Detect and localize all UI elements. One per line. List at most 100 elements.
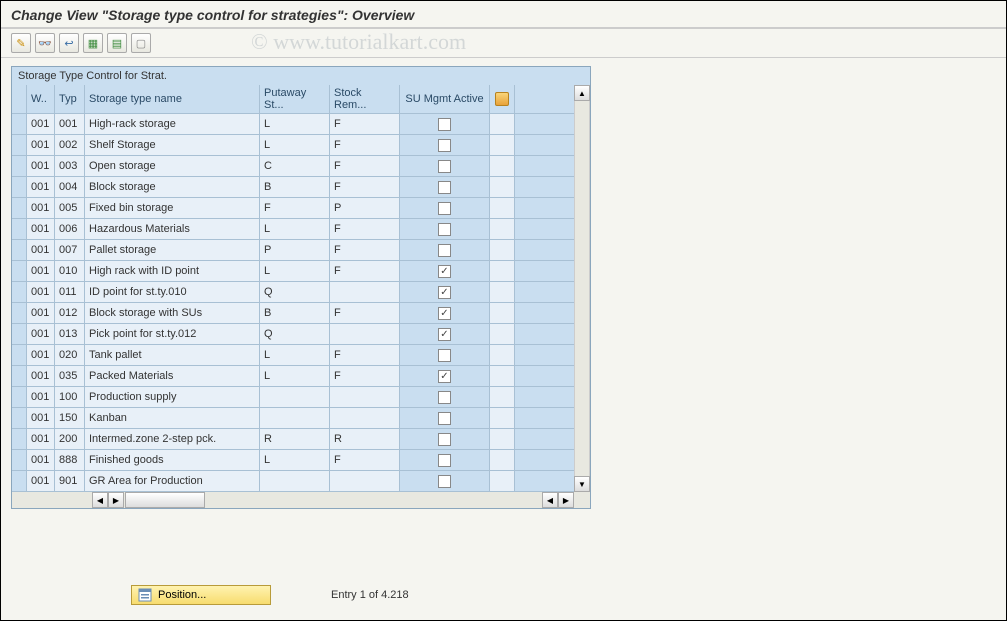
cell-type[interactable]: 001	[55, 114, 85, 134]
cell-putaway[interactable]: B	[260, 177, 330, 197]
table-row[interactable]: 001020Tank palletLF	[12, 345, 574, 366]
cell-type[interactable]: 011	[55, 282, 85, 302]
table-row[interactable]: 001004Block storageBF	[12, 177, 574, 198]
scroll-right-inner-icon[interactable]: ▶	[108, 492, 124, 508]
cell-removal[interactable]	[330, 471, 400, 491]
table-row[interactable]: 001013Pick point for st.ty.012Q	[12, 324, 574, 345]
cell-type[interactable]: 006	[55, 219, 85, 239]
cell-removal[interactable]	[330, 324, 400, 344]
col-configure[interactable]	[490, 85, 515, 113]
cell-putaway[interactable]	[260, 471, 330, 491]
cell-name[interactable]: Pallet storage	[85, 240, 260, 260]
checkbox-icon[interactable]	[438, 202, 451, 215]
cell-removal[interactable]: F	[330, 219, 400, 239]
deselect-icon[interactable]: ▢	[131, 33, 151, 53]
cell-putaway[interactable]: Q	[260, 324, 330, 344]
cell-type[interactable]: 200	[55, 429, 85, 449]
cell-putaway[interactable]: B	[260, 303, 330, 323]
checkbox-icon[interactable]	[438, 244, 451, 257]
cell-su[interactable]	[400, 114, 490, 134]
cell-removal[interactable]: F	[330, 156, 400, 176]
cell-su[interactable]	[400, 177, 490, 197]
horizontal-scrollbar[interactable]: ◀ ▶ ◀ ▶	[12, 492, 590, 508]
cell-removal[interactable]: F	[330, 303, 400, 323]
cell-type[interactable]: 100	[55, 387, 85, 407]
row-selector[interactable]	[12, 198, 27, 218]
cell-type[interactable]: 004	[55, 177, 85, 197]
table-row[interactable]: 001150Kanban	[12, 408, 574, 429]
table-row[interactable]: 001006Hazardous MaterialsLF	[12, 219, 574, 240]
row-selector[interactable]	[12, 261, 27, 281]
table-row[interactable]: 001007Pallet storagePF	[12, 240, 574, 261]
cell-removal[interactable]: F	[330, 240, 400, 260]
checkbox-icon[interactable]	[438, 370, 451, 383]
row-selector[interactable]	[12, 219, 27, 239]
cell-su[interactable]	[400, 471, 490, 491]
cell-name[interactable]: Block storage	[85, 177, 260, 197]
row-selector[interactable]	[12, 408, 27, 428]
cell-type[interactable]: 005	[55, 198, 85, 218]
col-putaway[interactable]: Putaway St...	[260, 85, 330, 113]
col-warehouse[interactable]: W..	[27, 85, 55, 113]
cell-type[interactable]: 003	[55, 156, 85, 176]
cell-su[interactable]	[400, 324, 490, 344]
cell-removal[interactable]: F	[330, 261, 400, 281]
cell-name[interactable]: Open storage	[85, 156, 260, 176]
cell-type[interactable]: 013	[55, 324, 85, 344]
row-selector[interactable]	[12, 471, 27, 491]
checkbox-icon[interactable]	[438, 391, 451, 404]
cell-name[interactable]: Intermed.zone 2-step pck.	[85, 429, 260, 449]
cell-su[interactable]	[400, 408, 490, 428]
cell-warehouse[interactable]: 001	[27, 240, 55, 260]
row-selector[interactable]	[12, 303, 27, 323]
scroll-up-icon[interactable]: ▲	[574, 85, 590, 101]
table-row[interactable]: 001001High-rack storageLF	[12, 114, 574, 135]
cell-type[interactable]: 002	[55, 135, 85, 155]
checkbox-icon[interactable]	[438, 160, 451, 173]
cell-warehouse[interactable]: 001	[27, 471, 55, 491]
cell-putaway[interactable]: L	[260, 219, 330, 239]
cell-putaway[interactable]	[260, 408, 330, 428]
cell-removal[interactable]: F	[330, 114, 400, 134]
cell-putaway[interactable]: L	[260, 366, 330, 386]
cell-warehouse[interactable]: 001	[27, 450, 55, 470]
row-selector[interactable]	[12, 366, 27, 386]
cell-type[interactable]: 035	[55, 366, 85, 386]
scroll-down-icon[interactable]: ▼	[574, 476, 590, 492]
cell-removal[interactable]: F	[330, 135, 400, 155]
cell-name[interactable]: Production supply	[85, 387, 260, 407]
table-row[interactable]: 001003Open storageCF	[12, 156, 574, 177]
cell-name[interactable]: Fixed bin storage	[85, 198, 260, 218]
table-row[interactable]: 001100Production supply	[12, 387, 574, 408]
checkbox-icon[interactable]	[438, 265, 451, 278]
table-row[interactable]: 001011ID point for st.ty.010Q	[12, 282, 574, 303]
scroll-right-icon[interactable]: ▶	[558, 492, 574, 508]
cell-warehouse[interactable]: 001	[27, 114, 55, 134]
scroll-track[interactable]	[574, 101, 590, 476]
col-name[interactable]: Storage type name	[85, 85, 260, 113]
other-view-icon[interactable]: ✎	[11, 33, 31, 53]
cell-warehouse[interactable]: 001	[27, 408, 55, 428]
cell-putaway[interactable]	[260, 387, 330, 407]
cell-putaway[interactable]: P	[260, 240, 330, 260]
cell-su[interactable]	[400, 240, 490, 260]
cell-warehouse[interactable]: 001	[27, 177, 55, 197]
cell-su[interactable]	[400, 429, 490, 449]
checkbox-icon[interactable]	[438, 328, 451, 341]
cell-su[interactable]	[400, 198, 490, 218]
display-icon[interactable]: 👓	[35, 33, 55, 53]
row-selector[interactable]	[12, 282, 27, 302]
cell-name[interactable]: Finished goods	[85, 450, 260, 470]
cell-putaway[interactable]: L	[260, 114, 330, 134]
checkbox-icon[interactable]	[438, 349, 451, 362]
checkbox-icon[interactable]	[438, 475, 451, 488]
cell-name[interactable]: Tank pallet	[85, 345, 260, 365]
cell-warehouse[interactable]: 001	[27, 198, 55, 218]
cell-putaway[interactable]: L	[260, 345, 330, 365]
cell-putaway[interactable]: Q	[260, 282, 330, 302]
cell-su[interactable]	[400, 261, 490, 281]
cell-removal[interactable]: F	[330, 345, 400, 365]
cell-su[interactable]	[400, 345, 490, 365]
cell-removal[interactable]: P	[330, 198, 400, 218]
undo-icon[interactable]: ↩	[59, 33, 79, 53]
